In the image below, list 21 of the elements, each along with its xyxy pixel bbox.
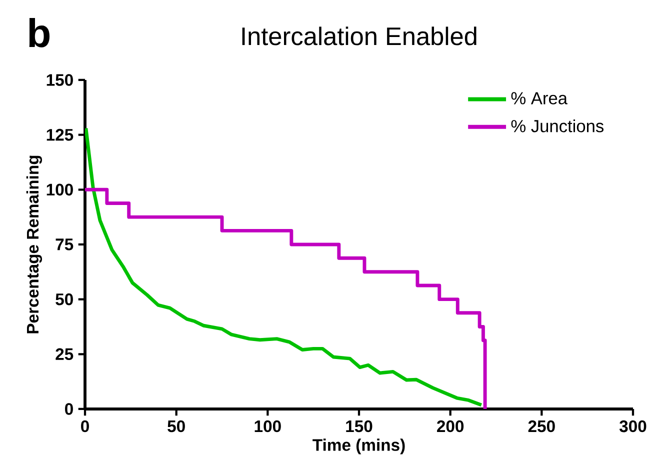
x-tick-label: 300	[619, 420, 646, 432]
legend-label: % Junctions	[511, 120, 604, 132]
x-axis-title: Time (mins)	[312, 438, 405, 454]
x-tick-label: 250	[528, 420, 555, 432]
y-tick-label: 50	[56, 293, 73, 306]
y-tick-label: 125	[46, 128, 74, 141]
legend-label: % Area	[511, 92, 568, 104]
text: b	[29, 18, 50, 48]
x-tick-label: 150	[346, 420, 372, 432]
y-tick-label: 25	[56, 348, 74, 360]
y-tick-label: 75	[56, 238, 74, 250]
x-tick-label: 0	[81, 420, 89, 432]
y-tick-label: 0	[65, 403, 73, 415]
y-tick-label: 100	[46, 184, 73, 196]
y-axis-title: Percentage Remaining	[26, 156, 42, 334]
x-tick-label: 50	[168, 420, 185, 432]
x-tick-label: 200	[437, 420, 464, 432]
chart-title: Intercalation Enabled	[242, 26, 476, 46]
y-tick-label: 150	[46, 74, 73, 86]
line-series	[85, 126, 484, 407]
x-tick-label: 100	[254, 420, 281, 432]
